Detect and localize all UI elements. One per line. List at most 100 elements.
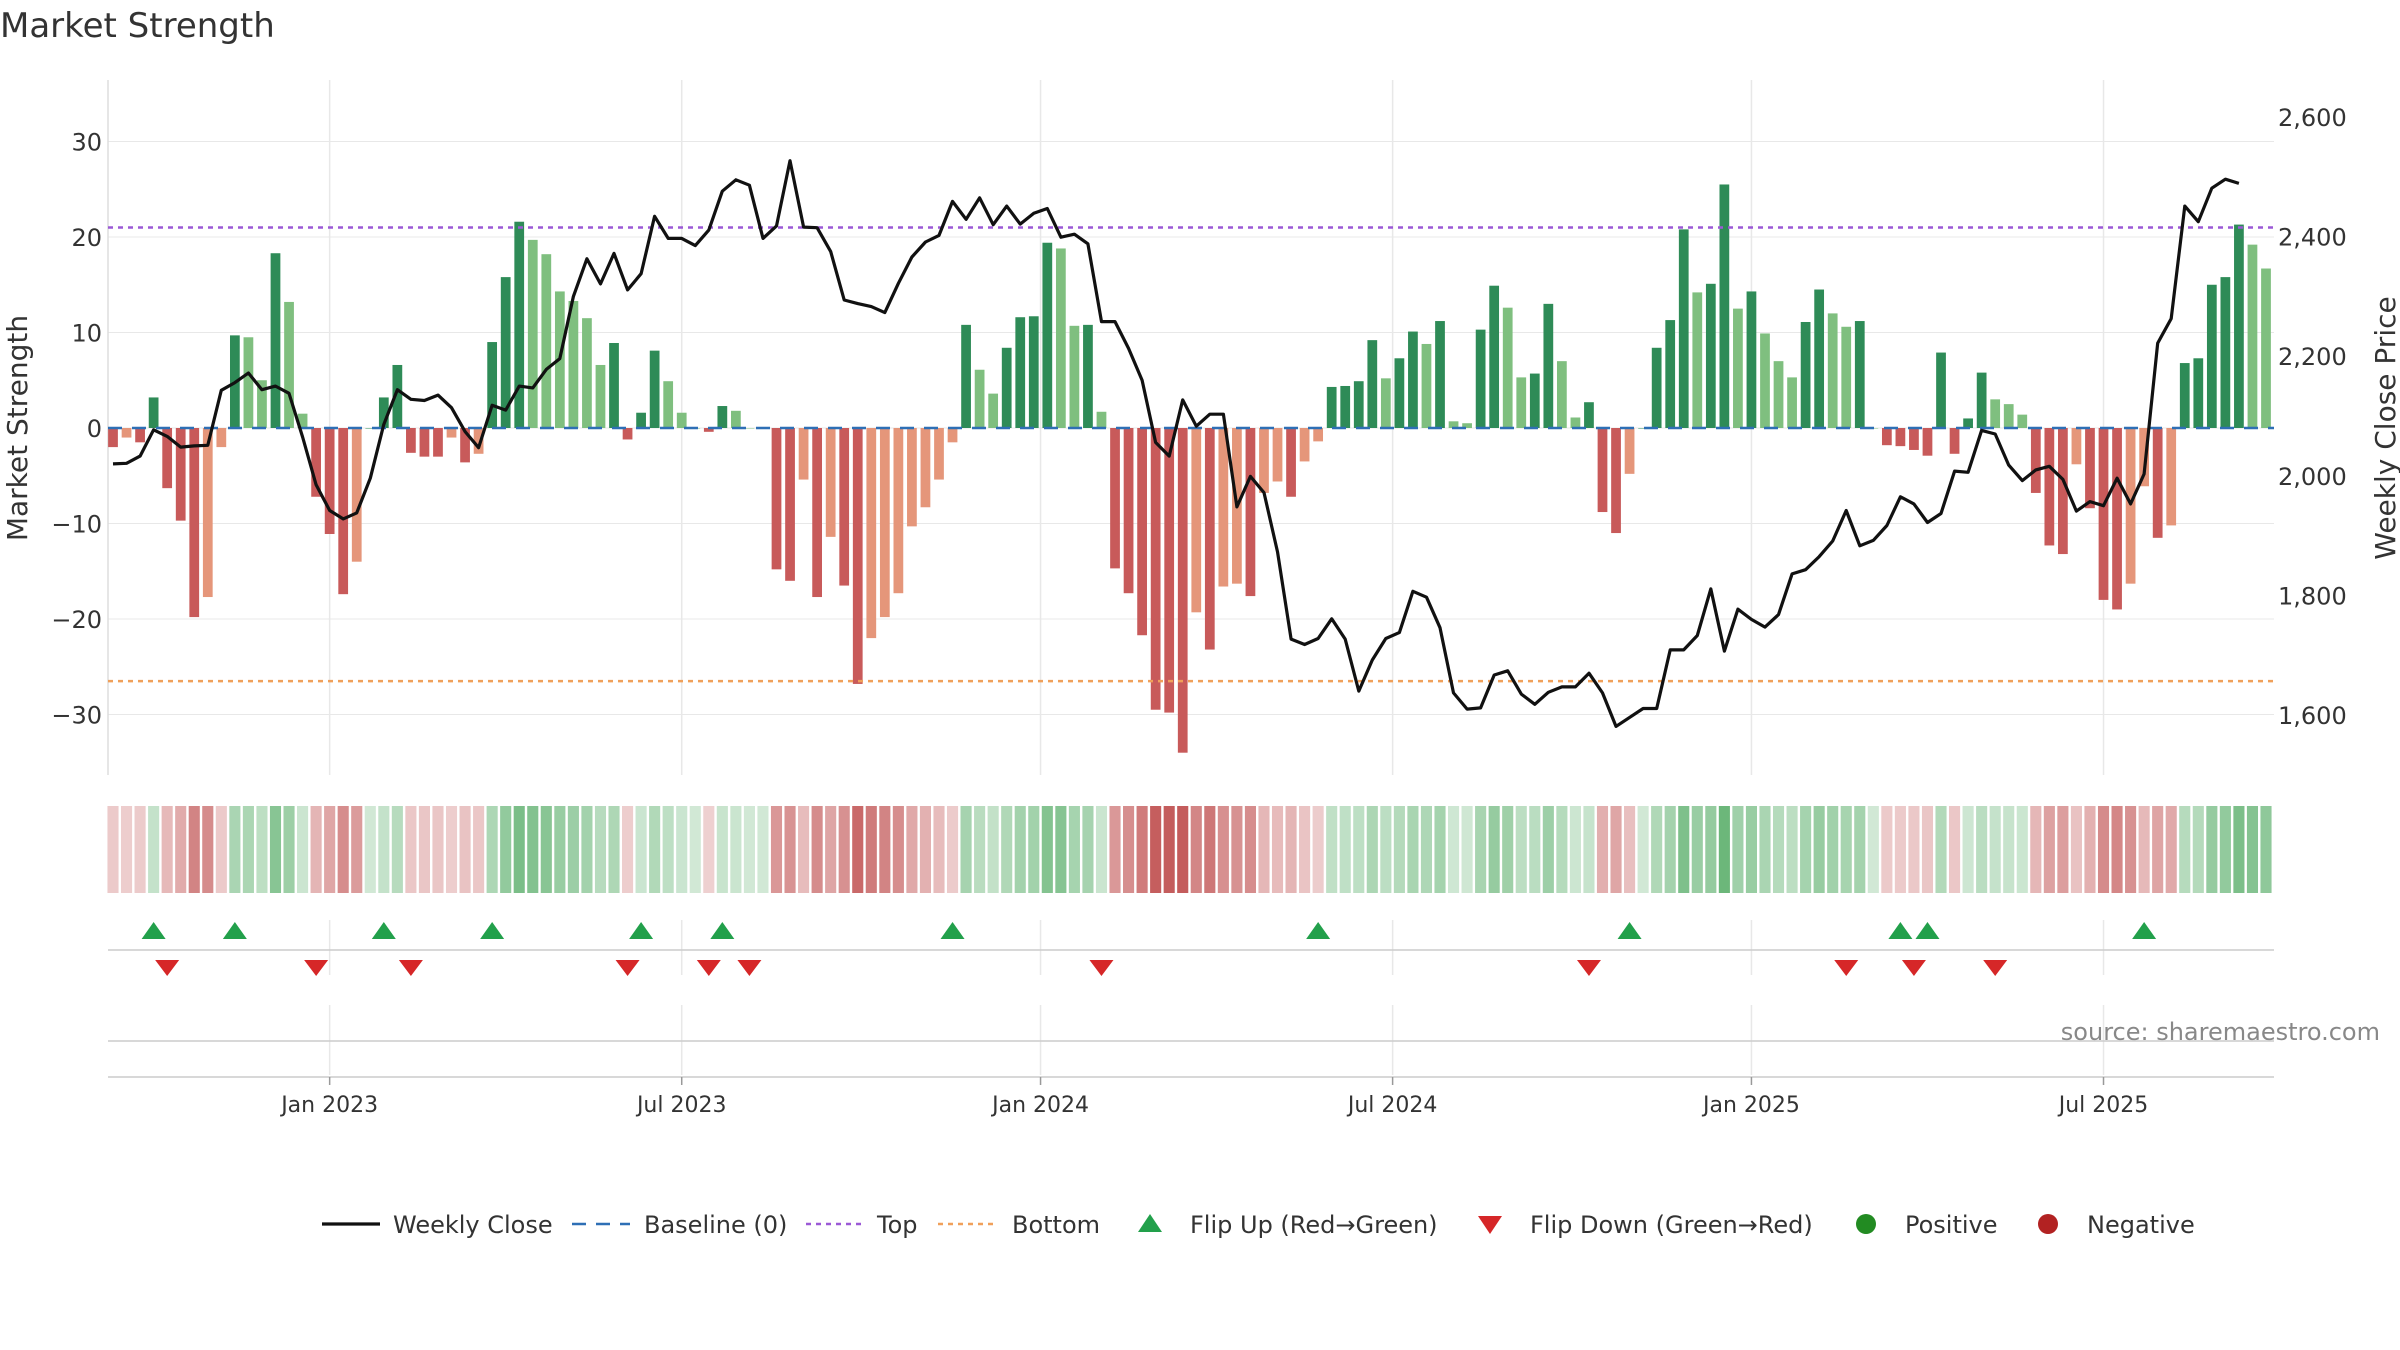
strength-bar [852,428,863,684]
heat-cell [1420,806,1433,893]
x-tick-label: Jan 2025 [1701,1093,1800,1118]
heat-cell [2030,806,2042,893]
strength-bar [1286,428,1296,497]
strength-bar [731,410,741,428]
flip-down-marker [1983,960,2008,976]
heat-cell [730,806,742,893]
heat-cell [1163,806,1175,893]
y-axis-right-ticks: 2,600 2,400 2,200 2,000 1,800 1,600 [2278,104,2347,730]
strength-bar [622,428,633,440]
heat-cell [1921,806,1934,893]
heat-cell [716,806,728,893]
heat-cell [892,806,904,893]
heat-cell [1759,806,1771,893]
flip-down-marker [304,960,329,976]
strength-bar [785,428,795,581]
strength-bar [473,428,484,454]
heat-cell [229,806,241,893]
heat-cell [1312,806,1324,893]
strength-bar [2017,414,2028,428]
heat-cell [689,806,701,893]
heat-cell [2192,806,2204,893]
strength-bar [568,300,579,428]
strength-bar [920,428,931,508]
strength-bar [1028,316,1039,428]
heat-cell [242,806,254,893]
strength-bar [2247,244,2258,428]
strength-bar [297,413,308,428]
strength-bar [2166,428,2177,526]
heat-cell [1989,806,2001,893]
strength-bar [1800,321,1811,428]
heat-cell [1001,806,1013,893]
heat-cell [1136,806,1148,893]
heat-cell [1542,806,1554,893]
strength-bar [2179,363,2190,428]
heat-cell [1055,806,1067,893]
strength-bar [1462,423,1472,428]
strength-bar [2220,277,2231,428]
strength-bar [1516,377,1527,428]
strength-bar [1110,428,1120,569]
heat-cell [2111,806,2123,893]
strength-bar [1922,428,1933,456]
heat-cell [1678,806,1690,893]
strength-bar [866,428,877,639]
heat-cell [1150,806,1162,893]
weekly-close-line [112,159,2240,729]
heat-cell [445,806,458,893]
heat-cell [757,806,769,893]
x-tick-label: Jul 2023 [635,1093,727,1118]
strength-bar [1489,285,1500,428]
heat-cell [310,806,322,893]
strength-bar [1096,411,1107,428]
strength-bar [108,428,118,448]
legend-label: Top [876,1211,918,1239]
heat-cell [852,806,864,893]
strength-bar [2058,428,2068,555]
heat-cell [1502,806,1514,893]
strength-bar [1055,248,1066,428]
strength-bar [378,397,389,428]
strength-heat-strip [107,806,2272,893]
strength-bar [1326,386,1337,428]
strength-bar [1123,428,1134,594]
strength-bar [609,343,619,428]
strength-bar [1936,352,1946,428]
heat-cell [459,806,471,893]
y-left-tick-label: −30 [51,702,102,730]
strength-bar [1556,361,1567,428]
heat-cell [1434,806,1446,893]
heat-cell [161,806,173,893]
heat-cell [527,806,539,893]
strength-bar [1367,340,1378,428]
flip-down-marker [398,960,423,976]
heat-cell [1109,806,1121,893]
legend-label: Flip Down (Green→Red) [1530,1211,1813,1239]
strength-bar [1421,343,1432,428]
heat-cell [148,806,160,893]
legend-negative-swatch [2038,1214,2058,1234]
strength-bar [324,428,335,535]
strength-bar [1259,428,1269,493]
heat-cell [1041,806,1053,893]
heat-cell [1691,806,1703,893]
legend-label: Flip Up (Red→Green) [1190,1211,1438,1239]
strength-bar [1854,321,1865,428]
strength-bar [1638,428,1648,429]
heat-cell [1217,806,1229,893]
strength-bar [1814,289,1825,428]
heat-cell [1976,806,1988,893]
y-right-tick-label: 1,800 [2278,582,2347,610]
source-label: source: sharemaestro.com [2061,1018,2380,1046]
flip-down-marker [737,960,762,976]
strength-bar [1624,428,1635,474]
heat-cell [1813,806,1825,893]
heat-cell [1488,806,1500,893]
heat-cell [1095,806,1108,893]
heat-cell [635,806,647,893]
legend: Weekly Close Baseline (0) Top Bottom Flip Up… [322,1211,2195,1239]
flip-up-marker [629,922,654,939]
flip-up-marker [222,922,247,939]
strength-bar [771,428,782,570]
